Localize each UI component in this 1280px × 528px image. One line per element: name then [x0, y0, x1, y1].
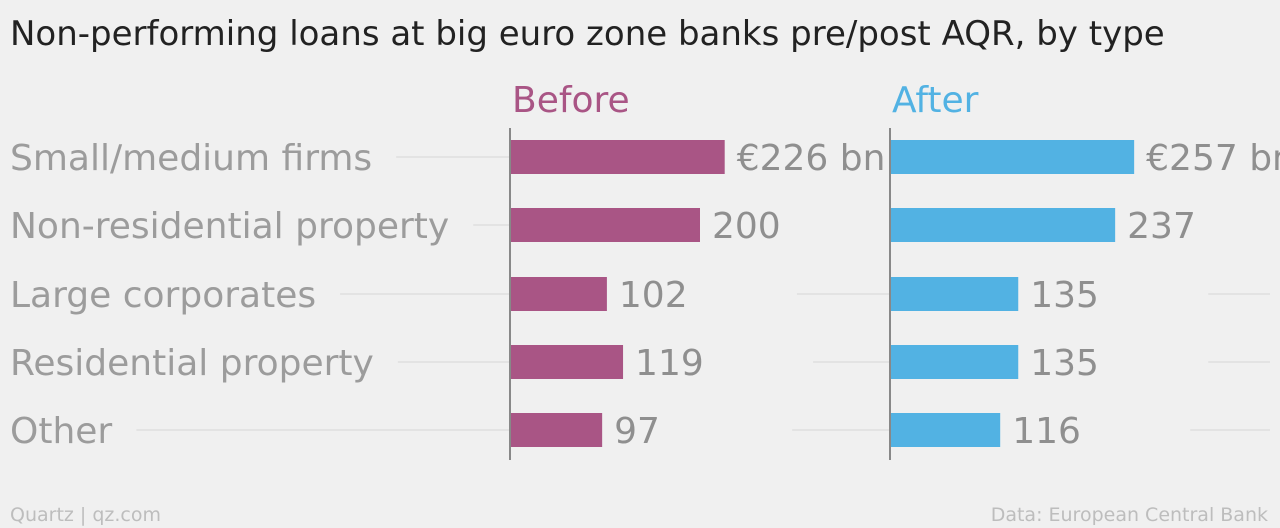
bar-before [510, 277, 607, 311]
bar-before [510, 345, 624, 379]
label-plate [0, 356, 398, 368]
category-label: Residential property [10, 343, 374, 384]
category-label: Other [10, 411, 112, 452]
bar-before [510, 208, 700, 242]
data-label: €226 bn [737, 138, 886, 179]
data-label: 116 [1012, 411, 1081, 452]
label-plate [0, 219, 474, 231]
bar-after [890, 413, 1001, 447]
bar-after [890, 277, 1019, 311]
data-label: 200 [712, 206, 781, 247]
category-label: Non-residential property [10, 206, 449, 247]
category-label: Small/medium firms [10, 138, 372, 179]
footer-source-brand: Quartz | qz.com [10, 504, 162, 526]
label-plate [0, 288, 341, 300]
bar-before [510, 413, 603, 447]
data-label: 97 [614, 411, 660, 452]
data-label: 135 [1030, 275, 1099, 316]
footer-data-source: Data: European Central Bank [990, 504, 1268, 526]
label-plate [0, 424, 137, 436]
category-label: Large corporates [10, 275, 316, 316]
data-label: 135 [1030, 343, 1099, 384]
bar-after [890, 140, 1135, 174]
chart-title: Non-performing loans at big euro zone ba… [10, 14, 1165, 54]
bar-after [890, 208, 1116, 242]
data-label: 119 [635, 343, 704, 384]
bar-before [510, 140, 725, 174]
series-header-after: After [892, 80, 979, 121]
data-label: 102 [619, 275, 688, 316]
data-label: €257 bn [1146, 138, 1280, 179]
data-label: 237 [1127, 206, 1196, 247]
series-header-before: Before [512, 80, 630, 121]
bar-after [890, 345, 1019, 379]
label-plate [0, 151, 397, 163]
